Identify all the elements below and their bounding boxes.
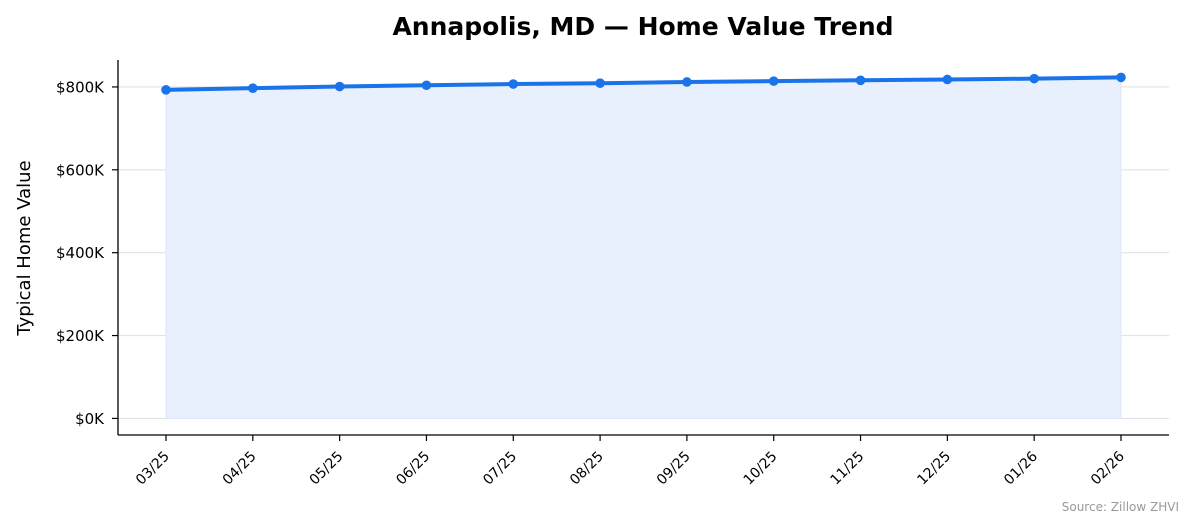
chart-title: Annapolis, MD — Home Value Trend bbox=[392, 12, 893, 41]
y-tick-label-0: $0K bbox=[75, 410, 105, 428]
data-points bbox=[161, 72, 1126, 95]
data-point-8 bbox=[855, 75, 866, 86]
y-axis-label: Typical Home Value bbox=[14, 160, 35, 336]
source-note: Source: Zillow ZHVI bbox=[1062, 500, 1179, 514]
area-fill bbox=[165, 76, 1122, 419]
x-tick-label-8: 11/25 bbox=[828, 449, 868, 489]
x-tick-label-6: 09/25 bbox=[654, 449, 694, 489]
data-point-0 bbox=[161, 85, 171, 95]
x-tick-label-1: 04/25 bbox=[220, 449, 260, 489]
data-point-10 bbox=[1029, 73, 1039, 84]
data-point-6 bbox=[682, 77, 692, 87]
data-point-4 bbox=[508, 79, 519, 89]
x-tick-label-2: 05/25 bbox=[307, 449, 347, 489]
y-ticks: $0K $200K $400K $600K $800K bbox=[56, 78, 118, 428]
x-tick-label-0: 03/25 bbox=[133, 449, 173, 489]
x-tick-label-5: 08/25 bbox=[567, 449, 607, 489]
axes bbox=[117, 60, 1169, 436]
x-tick-label-3: 06/25 bbox=[393, 449, 433, 489]
y-tick-label-2: $400K bbox=[56, 244, 105, 262]
x-tick-label-11: 02/26 bbox=[1088, 448, 1128, 488]
data-point-7 bbox=[768, 76, 779, 86]
data-point-5 bbox=[595, 78, 605, 89]
x-tick-label-10: 01/26 bbox=[1001, 448, 1041, 488]
data-point-9 bbox=[942, 74, 953, 85]
y-tick-label-1: $200K bbox=[56, 327, 105, 345]
data-point-11 bbox=[1116, 72, 1126, 83]
y-tick-label-4: $800K bbox=[56, 78, 105, 96]
data-point-2 bbox=[334, 81, 345, 92]
data-point-3 bbox=[421, 80, 432, 91]
x-tick-label-7: 10/25 bbox=[741, 449, 781, 489]
x-ticks: 03/25 04/25 05/25 06/25 07/25 08/25 09/25 10/25… bbox=[133, 435, 1128, 488]
y-tick-label-3: $600K bbox=[56, 161, 105, 179]
x-tick-label-4: 07/25 bbox=[480, 449, 520, 489]
x-tick-label-9: 12/25 bbox=[914, 449, 954, 489]
data-point-1 bbox=[248, 83, 258, 93]
series-line bbox=[164, 75, 1123, 92]
